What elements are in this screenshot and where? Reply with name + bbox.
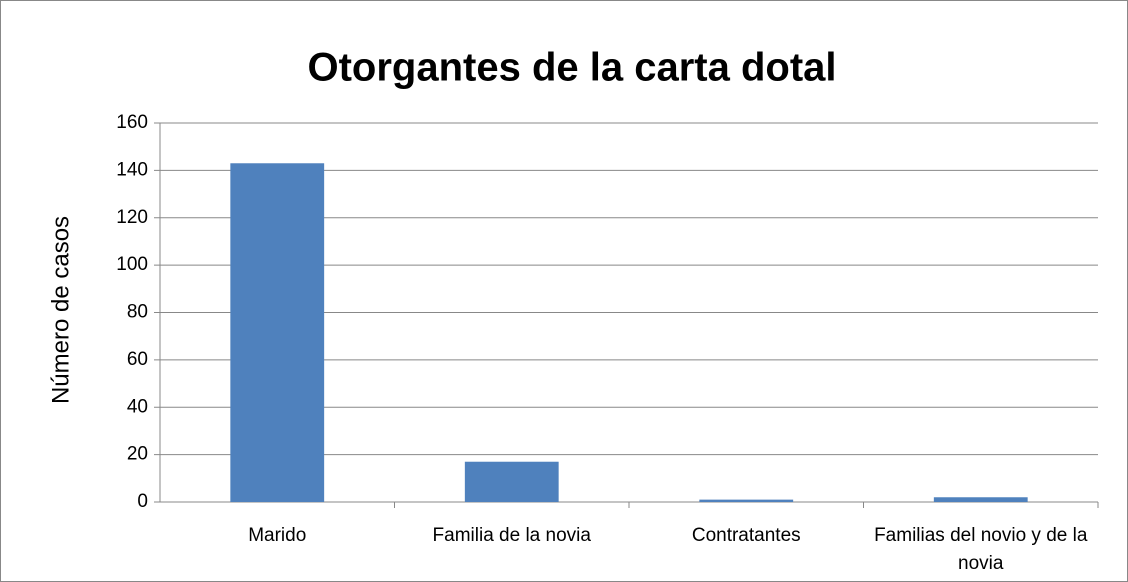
x-tick-label: Marido [248,525,307,546]
chart-title: Otorgantes de la carta dotal [307,46,836,90]
x-tick-label: Contratantes [691,525,801,546]
y-tick-label: 160 [116,112,148,133]
bar [464,461,559,502]
bar [933,497,1028,502]
y-tick-label: 20 [127,444,148,465]
y-axis-label: Número de casos [47,216,74,404]
y-tick-label: 140 [116,159,148,180]
bar [230,163,325,503]
y-tick-label: 80 [127,302,148,323]
y-tick-label: 0 [137,491,148,512]
y-tick-label: 100 [116,254,148,275]
y-tick-label: 120 [116,207,148,228]
bar [699,499,794,502]
y-tick-label: 40 [127,396,148,417]
x-tick-label: Familias del novio y de la novia [874,525,1088,574]
x-tick-label: Familia de la novia [432,525,591,546]
y-tick-label: 60 [127,349,148,370]
